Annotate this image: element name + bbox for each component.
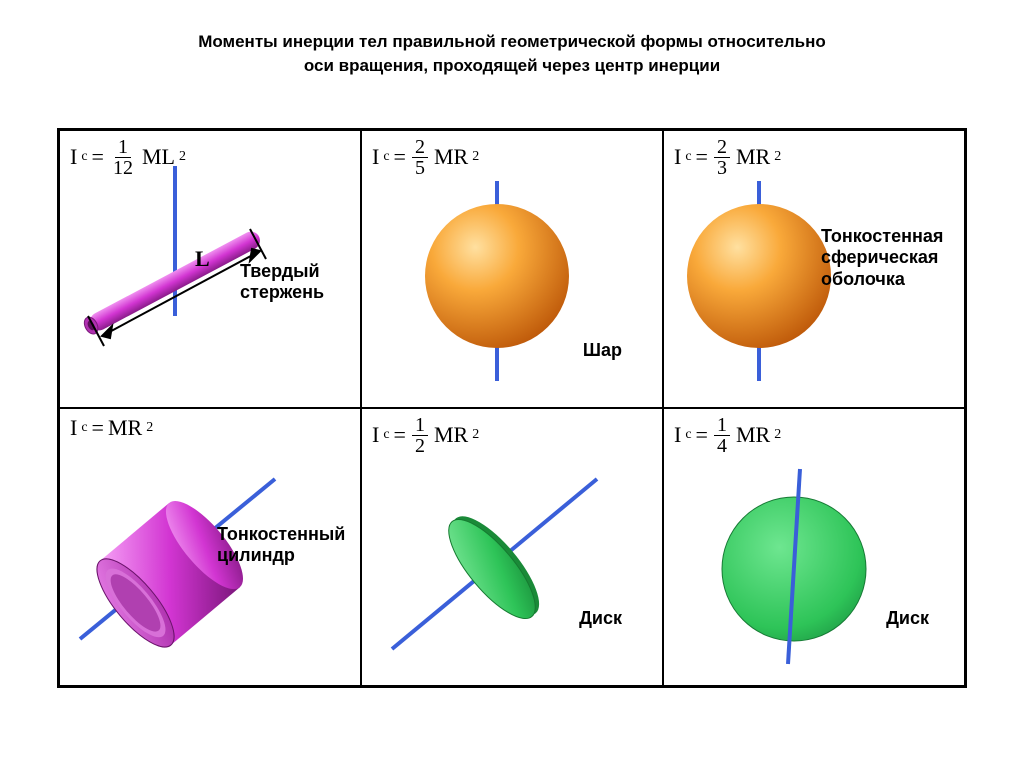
label-sphere: Шар bbox=[583, 340, 622, 362]
label-rod: Твердыйстержень bbox=[240, 261, 350, 304]
label-disk-diam: Диск bbox=[886, 608, 929, 630]
title-line-2: оси вращения, проходящей через центр ине… bbox=[304, 56, 720, 75]
cell-rod: Ic = 112 ML2 bbox=[59, 130, 361, 408]
label-disk-perp: Диск bbox=[579, 608, 622, 630]
disk-perp-shape bbox=[362, 409, 662, 685]
cell-sphere: Ic = 25 MR2 Шар bbox=[361, 130, 663, 408]
cell-cylinder: Ic = MR2 bbox=[59, 408, 361, 686]
inertia-grid: Ic = 112 ML2 bbox=[57, 128, 967, 688]
disk-diam-shape bbox=[664, 409, 964, 685]
svg-text:L: L bbox=[195, 246, 210, 271]
sphere-shape bbox=[362, 131, 662, 407]
title-line-1: Моменты инерции тел правильной геометрич… bbox=[198, 32, 826, 51]
page-title: Моменты инерции тел правильной геометрич… bbox=[50, 30, 974, 78]
label-shell: Тонкостенная сферическая оболочка bbox=[821, 226, 956, 291]
cell-disk-perp: Ic = 12 MR2 Диск bbox=[361, 408, 663, 686]
cell-shell: Ic = 23 MR2 Тонкостенная сферическая bbox=[663, 130, 965, 408]
cell-disk-diam: Ic = 14 MR2 Диск bbox=[663, 408, 965, 686]
label-cylinder: Тонкостенный цилиндр bbox=[217, 524, 352, 567]
